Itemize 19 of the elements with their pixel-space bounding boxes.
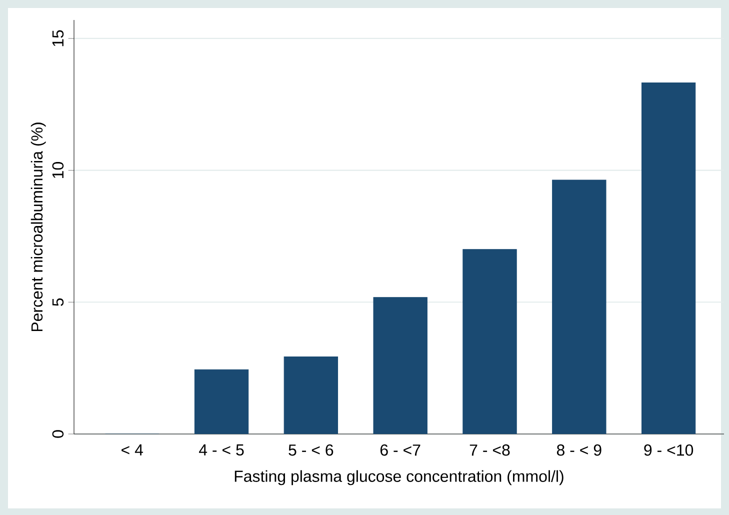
y-tick-label: 0 <box>52 430 64 438</box>
x-tick-label: 6 - <7 <box>380 444 420 456</box>
bar <box>194 369 249 434</box>
y-tick-label: 10 <box>52 162 64 178</box>
x-tick-label: 4 - < 5 <box>199 444 244 456</box>
bar <box>373 297 428 434</box>
bar <box>284 356 338 434</box>
bar <box>641 82 696 434</box>
x-tick-label: 8 - < 9 <box>556 444 602 456</box>
x-tick-label: 7 - <8 <box>470 444 510 456</box>
x-tick-label: 5 - < 6 <box>288 444 334 456</box>
x-tick-label: 9 - <10 <box>644 444 694 456</box>
y-tick-label: 15 <box>52 30 64 46</box>
bar <box>552 180 606 434</box>
y-axis-title: Percent microalbuminuria (%) <box>30 122 46 332</box>
y-tick-label: 5 <box>52 298 64 306</box>
x-tick-label: < 4 <box>122 444 143 456</box>
bar <box>462 249 517 434</box>
x-axis-title: Fasting plasma glucose concentration (mmol/l) <box>234 470 564 486</box>
